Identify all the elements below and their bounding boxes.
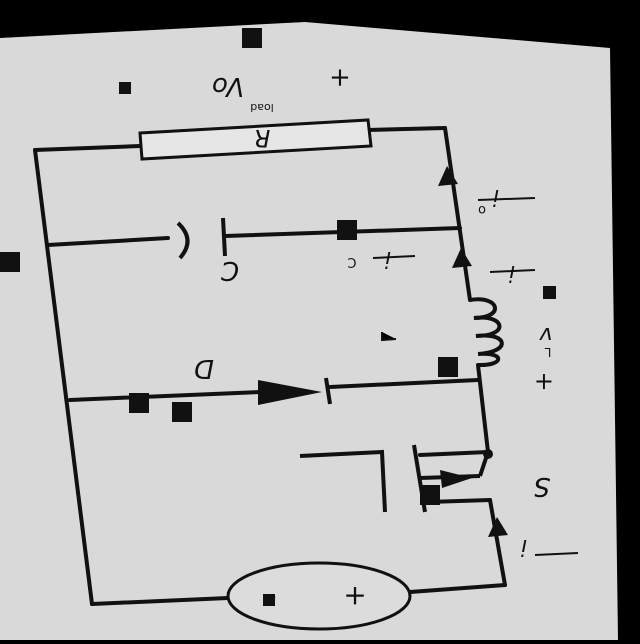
is-label-line	[534, 552, 579, 556]
vl-subscript: L	[544, 345, 551, 359]
load-resistor	[138, 118, 373, 161]
capacitor-curved-plate	[176, 221, 190, 260]
paper-sheet	[0, 22, 618, 640]
wire-capacitor-left	[46, 236, 170, 247]
wire-right-bottom	[488, 498, 507, 587]
wire-bottom-right	[408, 583, 507, 594]
io-label: i	[493, 184, 499, 209]
wire-right-upper	[443, 126, 472, 302]
noise-block	[420, 485, 440, 505]
ic-label-line	[372, 255, 416, 259]
noise-block	[119, 82, 131, 94]
r-load-label: R	[254, 124, 271, 152]
inductor-coil	[469, 297, 504, 368]
vl-plus-sign: +	[534, 368, 554, 396]
wire-top-left	[33, 144, 142, 152]
wire-diode-left	[68, 390, 262, 402]
noise-block	[337, 220, 357, 240]
is-label: i	[521, 534, 527, 559]
wire-left	[33, 148, 94, 606]
vo-label: Vo	[212, 71, 244, 101]
il-label-line	[489, 269, 536, 273]
switch-label: S	[534, 471, 551, 501]
ic-subscript: C	[347, 254, 356, 269]
io-arrow	[438, 166, 458, 186]
noise-block	[543, 286, 556, 299]
diode-label: D	[194, 353, 214, 383]
switch-body-arrow	[440, 470, 472, 488]
diode-triangle	[258, 380, 322, 405]
vl-bracket	[381, 332, 397, 342]
r-load-subscript: load	[250, 101, 274, 114]
diode-bar	[324, 377, 332, 405]
noise-block	[172, 402, 192, 422]
vo-plus-sign: +	[329, 63, 351, 93]
noise-block	[438, 357, 458, 377]
switch-junction-dot	[483, 449, 493, 459]
ic-label: i	[385, 246, 391, 271]
capacitor-label: C	[220, 255, 239, 285]
source-plus-sign: +	[343, 580, 366, 613]
il-label: i	[509, 260, 515, 285]
is-arrow	[488, 517, 508, 537]
il-arrow	[452, 248, 472, 268]
wire-bottom-left	[90, 596, 230, 606]
noise-block	[263, 594, 275, 606]
wire-top-right	[366, 126, 447, 132]
noise-block	[0, 252, 20, 272]
voltage-source	[226, 561, 412, 631]
wire-diode-right	[328, 378, 480, 389]
switch-gate-lead	[299, 449, 387, 513]
capacitor-flat-plate	[221, 217, 227, 257]
wire-switch-drain	[418, 450, 490, 457]
noise-block	[242, 28, 262, 48]
noise-block	[129, 393, 149, 413]
vl-label: v	[539, 322, 553, 347]
io-label-line	[477, 197, 536, 201]
io-subscript: o	[478, 202, 486, 217]
